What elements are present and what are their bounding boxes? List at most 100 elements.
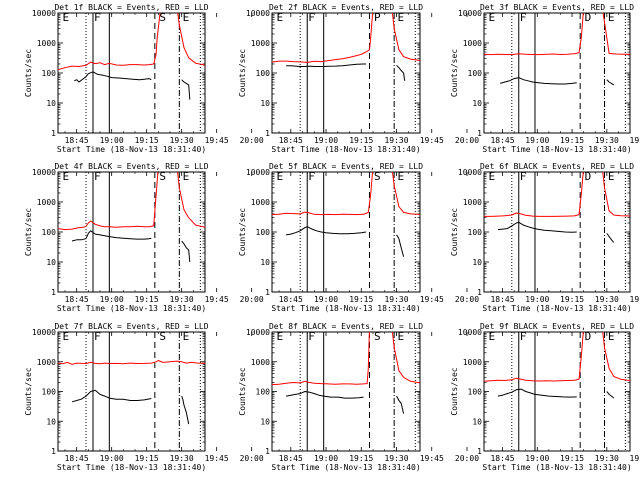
x-tick-label: 19:30 bbox=[595, 136, 619, 145]
plot-frame bbox=[483, 12, 631, 134]
mode-label: S bbox=[159, 330, 166, 343]
mode-label: E bbox=[183, 330, 190, 343]
y-tick-label: 10 bbox=[472, 99, 482, 108]
x-tick-label: 19:45 bbox=[205, 454, 229, 463]
series-events-line bbox=[606, 79, 615, 86]
x-tick-label: 19:15 bbox=[560, 454, 584, 463]
series-events-line bbox=[181, 79, 191, 100]
x-tick-label: 19:00 bbox=[525, 136, 549, 145]
mode-label: F bbox=[520, 11, 527, 24]
x-axis-label: Start Time (18-Nov-13 18:31:40) bbox=[482, 463, 631, 472]
mode-label: E bbox=[608, 330, 615, 343]
y-tick-label: 10000 bbox=[32, 168, 56, 177]
mode-label: F bbox=[520, 170, 527, 183]
y-axis-label: Counts/sec bbox=[24, 49, 33, 97]
y-tick-label: 100 bbox=[468, 228, 483, 237]
panel-det-3: Det 3f BLACK = Events, RED = LLD 1 10 100 10… bbox=[450, 3, 640, 154]
mode-label: E bbox=[277, 170, 284, 183]
x-axis-label: Start Time (18-Nov-13 18:31:40) bbox=[57, 145, 206, 154]
y-axis-label: Counts/sec bbox=[238, 367, 247, 415]
y-tick-label: 1000 bbox=[463, 198, 482, 207]
series-events-line bbox=[181, 395, 190, 425]
y-tick-label: 10000 bbox=[246, 168, 270, 177]
mode-label: E bbox=[63, 11, 70, 24]
y-axis-label: Counts/sec bbox=[24, 367, 33, 415]
x-axis-label: Start Time (18-Nov-13 18:31:40) bbox=[271, 463, 420, 472]
mode-label: S bbox=[374, 170, 381, 183]
x-tick-label: 20:00 bbox=[240, 136, 264, 145]
series-group bbox=[484, 172, 630, 243]
y-tick-label: 1 bbox=[477, 129, 482, 138]
y-tick-label: 1000 bbox=[463, 358, 482, 367]
panel-det-5: Det 5f BLACK = Events, RED = LLD 1 10 100 10… bbox=[238, 162, 479, 313]
panel-title: Det 2f BLACK = Events, RED = LLD bbox=[269, 3, 423, 12]
y-tick-label: 10 bbox=[260, 258, 270, 267]
y-tick-label: 10 bbox=[46, 258, 56, 267]
mode-label: E bbox=[183, 170, 190, 183]
plot-frame bbox=[483, 171, 631, 293]
y-tick-label: 1 bbox=[265, 447, 270, 456]
x-tick-label: 19:30 bbox=[170, 454, 194, 463]
mode-label: E bbox=[488, 11, 495, 24]
panel-title: Det 5f BLACK = Events, RED = LLD bbox=[269, 162, 423, 171]
series-lld-line bbox=[272, 172, 420, 216]
series-lld-line bbox=[484, 172, 630, 217]
series-lld-line bbox=[484, 332, 630, 382]
mode-label: S bbox=[374, 330, 381, 343]
plot-frame bbox=[57, 171, 206, 293]
plot-frame bbox=[483, 331, 631, 452]
mode-label: D bbox=[585, 11, 592, 24]
series-events-line bbox=[286, 226, 367, 236]
series-events-line bbox=[606, 391, 615, 399]
plot-frame bbox=[271, 331, 421, 452]
x-tick-label: 19:00 bbox=[314, 454, 338, 463]
panel-title: Det 3f BLACK = Events, RED = LLD bbox=[480, 3, 634, 12]
x-tick-label: 19:45 bbox=[630, 454, 640, 463]
y-tick-label: 10 bbox=[46, 417, 56, 426]
series-events-line bbox=[606, 233, 615, 243]
plot-frame bbox=[57, 331, 206, 452]
y-tick-label: 1 bbox=[51, 129, 56, 138]
y-tick-label: 100 bbox=[42, 69, 57, 78]
series-group bbox=[58, 360, 205, 425]
y-tick-label: 10 bbox=[472, 417, 482, 426]
y-axis-label: Counts/sec bbox=[450, 49, 459, 97]
x-axis-label: Start Time (18-Nov-13 18:31:40) bbox=[271, 145, 420, 154]
series-group bbox=[484, 13, 630, 86]
x-tick-label: 19:00 bbox=[314, 136, 338, 145]
y-tick-label: 10 bbox=[260, 417, 270, 426]
x-tick-label: 19:30 bbox=[384, 454, 408, 463]
y-axis-label: Counts/sec bbox=[238, 208, 247, 256]
y-tick-label: 100 bbox=[256, 228, 271, 237]
series-events-line bbox=[286, 63, 366, 67]
y-tick-label: 100 bbox=[256, 388, 271, 397]
x-tick-label: 20:00 bbox=[455, 295, 479, 304]
panel-det-4: Det 4f BLACK = Events, RED = LLD 1 10 100 10… bbox=[24, 162, 264, 313]
series-events-line bbox=[396, 64, 406, 81]
y-tick-label: 10 bbox=[260, 99, 270, 108]
x-tick-label: 18:45 bbox=[65, 136, 89, 145]
x-tick-label: 19:15 bbox=[135, 295, 159, 304]
panel-det-2: Det 2f BLACK = Events, RED = LLD 1 10 100 10… bbox=[238, 3, 479, 154]
series-events-line bbox=[396, 234, 405, 257]
x-axis-label: Start Time (18-Nov-13 18:31:40) bbox=[57, 304, 206, 313]
mode-label: E bbox=[183, 11, 190, 24]
series-lld-line bbox=[58, 360, 205, 365]
mode-label: E bbox=[398, 170, 405, 183]
y-axis-label: Counts/sec bbox=[450, 208, 459, 256]
y-tick-label: 100 bbox=[256, 69, 271, 78]
series-group bbox=[272, 13, 420, 81]
plot-frame bbox=[57, 12, 206, 134]
x-axis-label: Start Time (18-Nov-13 18:31:40) bbox=[482, 145, 631, 154]
y-tick-label: 10000 bbox=[458, 168, 482, 177]
mode-label: S bbox=[159, 170, 166, 183]
y-axis-label: Counts/sec bbox=[238, 49, 247, 97]
x-tick-label: 18:45 bbox=[65, 295, 89, 304]
x-tick-label: 19:30 bbox=[595, 454, 619, 463]
y-tick-label: 100 bbox=[468, 69, 483, 78]
x-tick-label: 19:00 bbox=[314, 295, 338, 304]
x-tick-label: 18:45 bbox=[490, 454, 514, 463]
panel-title: Det 6f BLACK = Events, RED = LLD bbox=[480, 162, 634, 171]
y-tick-label: 1000 bbox=[37, 198, 56, 207]
panel-title: Det 9f BLACK = Events, RED = LLD bbox=[480, 322, 634, 331]
